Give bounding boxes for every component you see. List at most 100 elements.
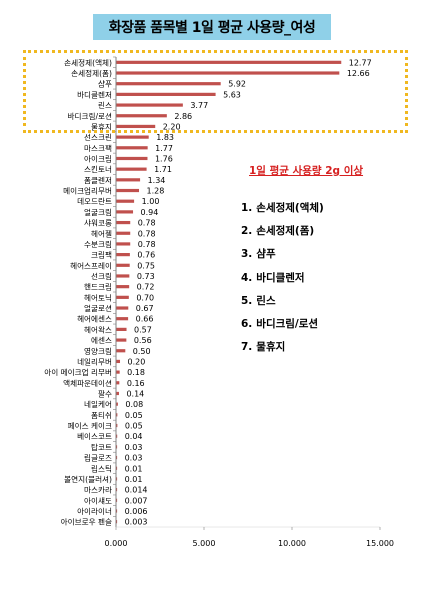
bar — [116, 327, 127, 331]
category-label: 마스크팩 — [84, 143, 112, 153]
bar — [116, 253, 130, 257]
category-label: 물휴지 — [91, 122, 112, 131]
data-label: 0.78 — [138, 240, 156, 249]
data-label: 0.78 — [138, 229, 156, 238]
data-label: 1.76 — [155, 154, 173, 163]
category-label: 아이브로우 펜슬 — [61, 517, 112, 527]
data-label: 0.007 — [125, 496, 148, 505]
category-label: 헤어스프레이 — [70, 260, 112, 270]
data-label: 1.28 — [147, 187, 165, 196]
data-label: 0.04 — [125, 432, 143, 441]
category-label: 마스카라 — [84, 486, 112, 495]
category-label: 볼연지(블러셔) — [64, 475, 112, 484]
bar — [116, 210, 134, 214]
bar — [116, 370, 120, 374]
category-label: 탑코트 — [91, 443, 112, 452]
category-label: 액체파운데이션 — [63, 378, 112, 388]
callout-list: 1. 손세정제(액체) 2. 손세정제(폼) 3. 샴푸 4. 바디클렌저 5. 린스 6… — [241, 197, 324, 359]
bar — [116, 455, 118, 460]
bar — [116, 178, 141, 182]
bar — [116, 263, 130, 267]
category-label: 선스크린 — [84, 132, 112, 142]
data-label: 0.05 — [125, 422, 143, 431]
bar — [116, 124, 156, 129]
category-label: 메이크업리무버 — [63, 186, 112, 196]
bar — [116, 220, 131, 225]
data-label: 0.66 — [136, 315, 154, 324]
data-label: 0.56 — [134, 336, 152, 345]
bar — [116, 434, 118, 438]
bar — [116, 103, 183, 107]
data-label: 0.003 — [125, 518, 148, 527]
data-label: 0.18 — [127, 368, 145, 377]
bar — [116, 413, 118, 417]
data-label: 0.57 — [134, 325, 152, 334]
data-label: 1.34 — [148, 176, 166, 185]
data-label: 0.14 — [126, 389, 144, 398]
top-items-highlight — [23, 50, 408, 133]
data-label: 1.77 — [155, 144, 173, 153]
bar — [116, 359, 121, 364]
category-label: 아이크림 — [84, 153, 112, 163]
data-label: 12.77 — [349, 58, 372, 67]
x-tick-label: 10.000 — [278, 539, 306, 548]
data-label: 0.50 — [133, 347, 151, 356]
data-label: 0.08 — [125, 400, 143, 409]
category-label: 헤어에센스 — [77, 314, 112, 324]
category-label: 영양크림 — [84, 346, 112, 356]
category-label: 팔수 — [98, 388, 112, 398]
chart-title: 화장품 품목별 1일 평균 사용량_여성 — [108, 20, 316, 36]
bar — [116, 285, 130, 289]
bar — [116, 349, 126, 353]
category-label: 아이 메이크업 리무버 — [44, 367, 112, 377]
category-label: 얼굴로션 — [84, 303, 112, 313]
callout-item: 7. 물휴지 — [241, 341, 286, 354]
bar — [116, 92, 216, 96]
data-label: 2.20 — [163, 122, 181, 131]
data-label: 1.00 — [142, 197, 160, 206]
category-label: 헤어토닉 — [84, 292, 112, 302]
category-label: 크림팩 — [91, 250, 112, 260]
data-label: 0.75 — [137, 261, 155, 270]
bar — [116, 242, 131, 246]
data-label: 0.72 — [137, 283, 155, 292]
bar — [116, 146, 148, 150]
bar — [116, 391, 119, 396]
bar — [116, 114, 167, 118]
category-label: 손세정제(폼) — [71, 68, 112, 78]
callout-item: 6. 바디크림/로션 — [241, 317, 319, 330]
bar — [116, 71, 340, 75]
category-label: 헤어젤 — [91, 228, 112, 238]
category-label: 네일케어 — [84, 399, 112, 409]
category-label: 베이스코트 — [77, 431, 112, 441]
bar — [116, 295, 129, 299]
callout-title: 1일 평균 사용량 2g 이상 — [249, 165, 364, 177]
bar — [116, 306, 129, 310]
bar — [116, 167, 147, 171]
category-label: 헤어왁스 — [84, 324, 112, 334]
category-label: 립글로즈 — [84, 454, 112, 463]
bar — [116, 156, 148, 161]
bar — [116, 445, 118, 449]
bar — [116, 82, 221, 86]
bar — [116, 509, 118, 513]
data-label: 5.63 — [223, 90, 241, 99]
callout-item: 4. 바디클렌저 — [241, 271, 305, 284]
category-label: 샴푸 — [98, 79, 112, 89]
category-label: 샤워코롱 — [84, 218, 112, 228]
bar — [116, 60, 342, 64]
data-label: 0.01 — [125, 464, 143, 473]
category-label: 스킨토너 — [84, 164, 112, 174]
category-label: 얼굴크림 — [84, 207, 112, 217]
bar — [116, 488, 118, 492]
category-label: 손세정제(액체) — [64, 57, 112, 67]
category-label: 아이섀도 — [84, 495, 112, 505]
chart-title-banner: 화장품 품목별 1일 평균 사용량_여성 — [93, 14, 331, 40]
category-label: 에센스 — [91, 335, 112, 345]
data-label: 0.94 — [141, 208, 159, 217]
bar — [116, 477, 118, 481]
data-label: 0.006 — [125, 507, 148, 516]
bar — [116, 381, 120, 385]
data-label: 0.16 — [127, 379, 145, 388]
category-label: 데오드란트 — [77, 196, 112, 206]
